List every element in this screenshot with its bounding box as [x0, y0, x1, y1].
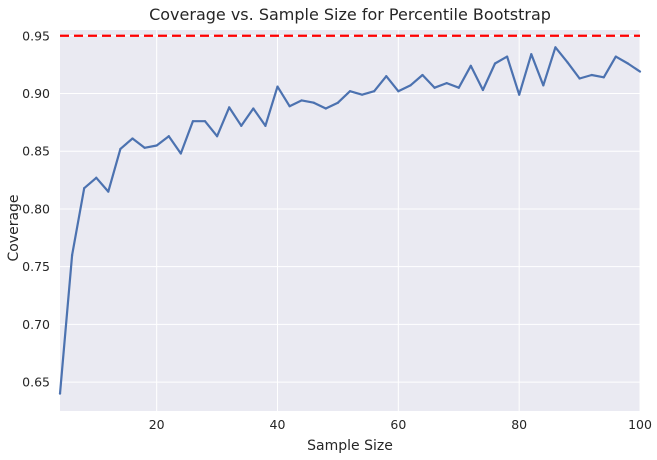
data-point [614, 55, 617, 58]
y-tick-label: 0.75 [22, 259, 50, 274]
data-point [457, 86, 460, 89]
y-tick-label: 0.85 [22, 144, 50, 159]
data-point [203, 120, 207, 123]
data-point [348, 90, 352, 93]
data-point [324, 107, 327, 110]
plot-area [60, 30, 640, 411]
series-group [58, 46, 642, 395]
x-tick-label: 100 [628, 417, 652, 432]
data-point [215, 135, 219, 138]
data-point [542, 84, 545, 87]
x-tick-label: 80 [511, 417, 527, 432]
data-point [626, 62, 630, 65]
data-point [252, 107, 255, 110]
data-point [240, 124, 243, 127]
data-point [566, 61, 569, 64]
data-point [58, 392, 62, 395]
data-point [167, 135, 170, 138]
data-point [493, 62, 497, 65]
data-point [312, 101, 315, 104]
data-point [300, 99, 303, 102]
data-point [518, 93, 521, 96]
data-point [554, 46, 557, 49]
data-point [590, 73, 593, 77]
x-axis-label: Sample Size [307, 438, 393, 454]
data-point [360, 93, 364, 96]
y-axis-label: Coverage [6, 194, 22, 261]
data-point [264, 124, 267, 127]
data-point [469, 64, 472, 67]
data-point [481, 88, 485, 92]
data-point [83, 187, 86, 190]
data-point [505, 55, 509, 58]
data-point [409, 84, 412, 87]
data-point [95, 176, 98, 179]
x-tick-label: 40 [270, 417, 286, 432]
data-point [155, 144, 158, 147]
data-point [288, 105, 291, 108]
y-tick-label: 0.65 [22, 375, 50, 390]
data-point [131, 137, 134, 140]
data-point [191, 120, 195, 123]
y-axis-ticks: 0.65 0.70 0.75 0.80 0.85 0.90 0.95 [22, 28, 50, 389]
data-point [107, 190, 110, 193]
y-tick-label: 0.90 [22, 86, 50, 101]
data-point [70, 254, 74, 257]
data-point [445, 82, 448, 85]
y-tick-label: 0.95 [22, 28, 50, 43]
data-point [179, 152, 182, 155]
data-point [228, 106, 231, 109]
data-point [397, 90, 400, 93]
x-tick-label: 60 [390, 417, 406, 432]
x-axis-ticks: 20 40 60 80 100 [149, 417, 652, 432]
data-point [433, 86, 436, 89]
x-tick-label: 20 [149, 417, 165, 432]
data-point [638, 70, 642, 73]
chart-title: Coverage vs. Sample Size for Percentile … [149, 5, 551, 24]
y-tick-label: 0.70 [22, 317, 50, 332]
data-point [385, 75, 388, 78]
data-point [276, 85, 279, 88]
gridlines [60, 30, 641, 411]
data-point [143, 146, 146, 149]
data-point [421, 73, 424, 77]
data-point [373, 90, 376, 93]
data-point [578, 77, 581, 80]
data-point [119, 147, 122, 151]
y-tick-label: 0.80 [22, 201, 50, 216]
data-point [336, 101, 340, 104]
data-point [530, 53, 533, 56]
data-point [602, 76, 605, 79]
